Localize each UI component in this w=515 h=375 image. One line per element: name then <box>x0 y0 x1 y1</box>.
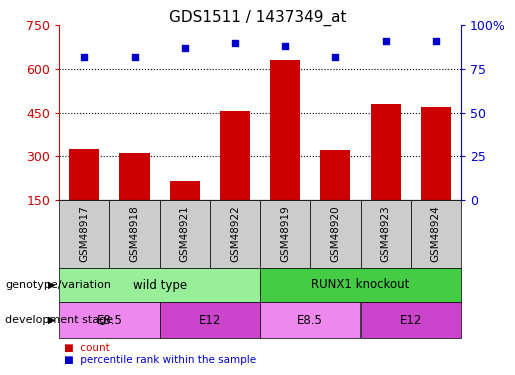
Point <box>130 54 139 60</box>
Text: E12: E12 <box>199 314 221 327</box>
Bar <box>119 153 149 200</box>
Bar <box>320 150 350 200</box>
Point <box>382 38 390 44</box>
Text: RUNX1 knockout: RUNX1 knockout <box>311 279 410 291</box>
Text: GSM48919: GSM48919 <box>280 206 290 262</box>
Text: GSM48924: GSM48924 <box>431 206 441 262</box>
Bar <box>69 149 99 200</box>
Text: development stage: development stage <box>5 315 113 325</box>
Bar <box>270 60 300 200</box>
Text: ■  percentile rank within the sample: ■ percentile rank within the sample <box>64 355 256 365</box>
Text: E12: E12 <box>400 314 422 327</box>
Text: GSM48923: GSM48923 <box>381 206 390 262</box>
Bar <box>220 111 250 200</box>
Text: genotype/variation: genotype/variation <box>5 280 111 290</box>
Point <box>231 39 239 45</box>
Text: GSM48922: GSM48922 <box>230 206 240 262</box>
Point <box>80 54 89 60</box>
Text: GSM48920: GSM48920 <box>331 206 340 262</box>
Text: wild type: wild type <box>132 279 187 291</box>
Point <box>181 45 189 51</box>
Text: GSM48921: GSM48921 <box>180 206 190 262</box>
Text: E8.5: E8.5 <box>96 314 123 327</box>
Text: ▶: ▶ <box>48 280 55 290</box>
Point <box>281 43 289 49</box>
Text: ▶: ▶ <box>48 315 55 325</box>
Text: GSM48917: GSM48917 <box>79 206 89 262</box>
Bar <box>370 104 401 200</box>
Text: E8.5: E8.5 <box>297 314 323 327</box>
Text: GSM48918: GSM48918 <box>130 206 140 262</box>
Bar <box>169 181 200 200</box>
Bar <box>421 106 451 200</box>
Point <box>331 54 339 60</box>
Text: GDS1511 / 1437349_at: GDS1511 / 1437349_at <box>169 9 346 26</box>
Point <box>432 38 440 44</box>
Text: ■  count: ■ count <box>64 343 110 353</box>
